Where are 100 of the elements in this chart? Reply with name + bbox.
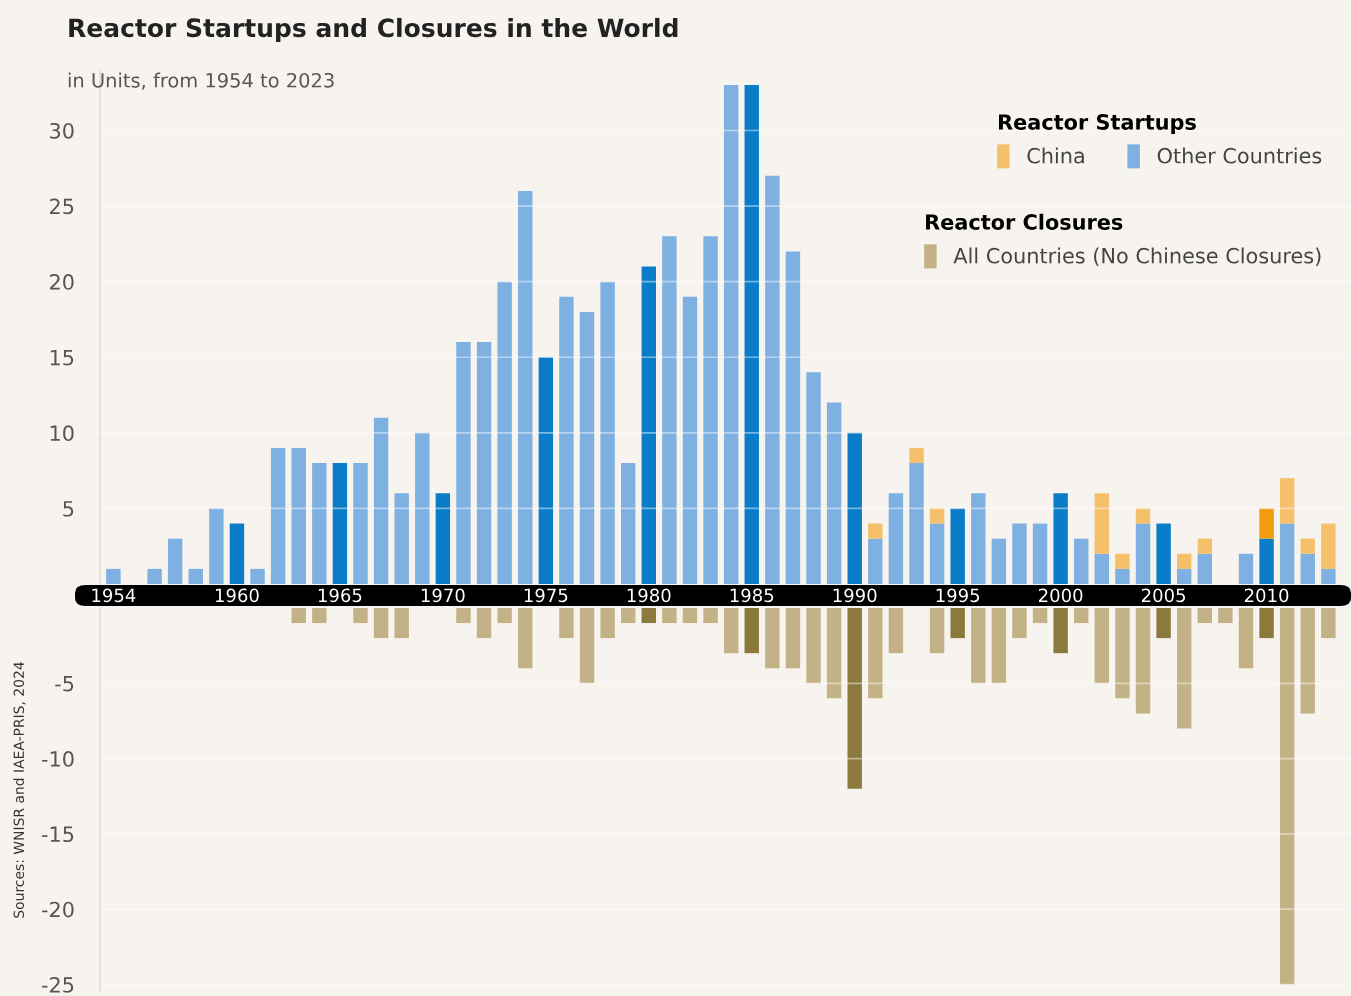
bar <box>682 296 698 584</box>
bar <box>373 417 389 584</box>
bar <box>518 190 533 584</box>
x-tick-label: 1980 <box>627 588 671 603</box>
bar <box>991 538 1007 584</box>
x-tick-label: 2005 <box>1141 588 1186 603</box>
x-tick-label: 2000 <box>1038 588 1083 603</box>
chart-title: Reactor Startups and Closures in the World <box>69 17 678 43</box>
y-tick-label: -25 <box>41 976 74 993</box>
bar <box>106 568 121 584</box>
bar <box>270 447 286 584</box>
bar <box>868 523 883 539</box>
bar <box>868 538 883 584</box>
bar <box>415 432 430 584</box>
bar <box>1176 568 1192 584</box>
bar <box>394 493 409 584</box>
bar <box>1321 523 1336 569</box>
legend-label: All Countries (No Chinese Closures) <box>953 247 1321 267</box>
y-tick-label: 15 <box>50 349 74 366</box>
y-tick-label: -5 <box>55 676 74 692</box>
x-tick-label: 2010 <box>1244 588 1289 603</box>
bar <box>765 175 780 584</box>
y-tick-label: -15 <box>41 826 74 843</box>
y-tick-label: 5 <box>63 501 74 517</box>
bar <box>971 493 986 584</box>
chart-subtitle: in Units, from 1954 to 2023 <box>68 72 334 90</box>
bar <box>600 281 615 584</box>
bar <box>435 493 451 584</box>
legend-title: Reactor Closures <box>926 213 1123 230</box>
legend-title: Reactor Startups <box>998 114 1196 134</box>
bar <box>1238 553 1254 584</box>
bar <box>909 463 924 584</box>
bar <box>456 342 471 584</box>
legend-label: China <box>1027 147 1084 164</box>
bar <box>1176 553 1192 569</box>
bar <box>847 432 862 584</box>
bar <box>1135 523 1151 584</box>
bar <box>950 508 965 584</box>
y-tick-label: -20 <box>41 901 74 918</box>
bar <box>1053 493 1068 584</box>
bar <box>1115 553 1130 569</box>
bar <box>332 463 348 584</box>
bar <box>744 85 759 584</box>
bar <box>1074 538 1089 584</box>
bar <box>1300 553 1315 584</box>
bar <box>188 568 203 584</box>
bar <box>1115 568 1130 584</box>
x-tick-label: 1960 <box>215 588 259 603</box>
y-tick-label: 25 <box>50 198 74 215</box>
bar <box>1197 553 1212 584</box>
y-tick-label: -10 <box>41 751 74 767</box>
bar <box>1197 538 1212 554</box>
x-tick-label: 1970 <box>421 588 465 603</box>
bar <box>579 311 595 584</box>
legend-label: Other Countries <box>1157 147 1322 164</box>
y-tick-label: 20 <box>50 274 74 290</box>
bar <box>1032 523 1048 584</box>
bar <box>1135 508 1151 524</box>
bar <box>929 508 945 524</box>
bar <box>559 296 574 584</box>
bar <box>250 568 265 584</box>
bar <box>147 568 162 584</box>
bar <box>167 538 183 584</box>
bar <box>662 236 677 584</box>
source-note: Sources: WNISR and IAEA-PRIS, 2024 <box>13 662 26 918</box>
bar <box>703 236 718 584</box>
x-tick-label: 1995 <box>936 588 980 603</box>
x-tick-label: 1954 <box>92 588 136 603</box>
bar <box>1094 553 1110 584</box>
bar <box>1156 523 1171 584</box>
bar <box>353 463 368 584</box>
bar <box>1259 508 1274 539</box>
bar <box>888 493 904 584</box>
bar <box>1012 523 1027 584</box>
x-tick-label: 1965 <box>318 588 362 603</box>
bar <box>1321 568 1336 584</box>
bar <box>209 508 224 584</box>
bar <box>929 523 945 584</box>
y-tick-label: 30 <box>50 122 74 139</box>
bar <box>1259 538 1274 584</box>
bar <box>497 281 512 584</box>
x-tick-label: 1985 <box>730 588 774 603</box>
bar <box>620 463 636 584</box>
bar <box>1279 478 1295 524</box>
bar <box>785 251 801 584</box>
bar <box>806 372 821 584</box>
bar <box>641 266 656 584</box>
bar <box>1279 523 1295 584</box>
bar <box>312 463 327 584</box>
x-tick-label: 1990 <box>833 588 877 603</box>
bar <box>476 342 492 584</box>
x-tick-label: 1975 <box>524 588 568 603</box>
bar <box>538 357 554 584</box>
bar <box>291 447 306 584</box>
bar <box>1094 493 1110 554</box>
bar <box>723 85 739 584</box>
bar <box>909 447 924 464</box>
bar <box>826 402 842 584</box>
bar <box>229 523 245 584</box>
bar <box>1300 538 1315 554</box>
